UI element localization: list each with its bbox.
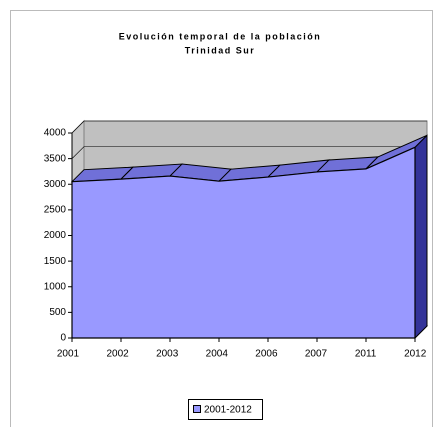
legend-swatch bbox=[193, 405, 201, 413]
y-tick-label: 0 bbox=[60, 333, 66, 344]
y-tick-label: 500 bbox=[49, 307, 66, 318]
chart-title: Evolución temporal de la población bbox=[119, 31, 322, 41]
legend-box bbox=[188, 399, 263, 420]
y-tick-label: 3000 bbox=[44, 179, 67, 190]
y-tick-label: 3500 bbox=[44, 153, 67, 164]
y-tick-label: 4000 bbox=[44, 128, 67, 139]
x-tick-label: 2002 bbox=[106, 349, 129, 360]
area-side bbox=[414, 134, 428, 340]
x-tick-label: 2001 bbox=[57, 349, 80, 360]
chart-subtitle: Trinidad Sur bbox=[185, 45, 256, 55]
x-tick-label: 2007 bbox=[305, 349, 328, 360]
y-tick-label: 1500 bbox=[44, 256, 67, 267]
y-tick-label: 1000 bbox=[44, 281, 67, 292]
y-tick-label: 2500 bbox=[44, 205, 67, 216]
y-tick-label: 2000 bbox=[44, 230, 67, 241]
x-tick-label: 2006 bbox=[255, 349, 278, 360]
grid-line bbox=[71, 146, 427, 159]
legend-label: 2001-2012 bbox=[204, 405, 252, 416]
grid-line bbox=[71, 120, 427, 134]
area bbox=[71, 146, 416, 339]
x-tick-label: 2003 bbox=[156, 349, 179, 360]
x-tick-label: 2012 bbox=[404, 349, 427, 360]
x-tick-label: 2004 bbox=[206, 349, 229, 360]
x-tick-label: 2011 bbox=[355, 349, 377, 360]
